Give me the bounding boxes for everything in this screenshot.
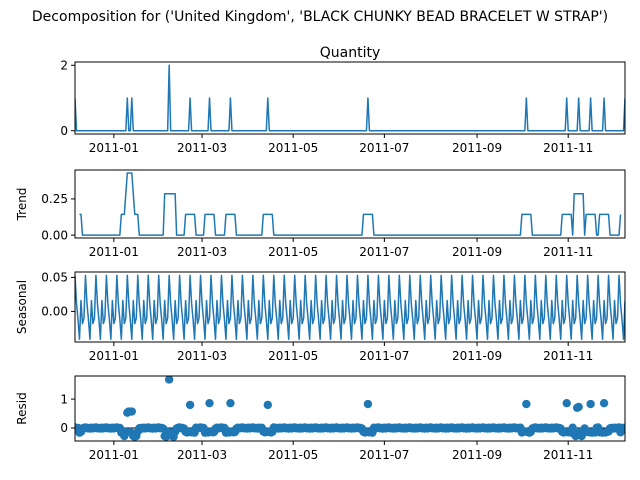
observed-ytick-label: 0 [60, 124, 68, 138]
resid-point [363, 399, 373, 409]
observed-axes-frame [74, 61, 626, 135]
seasonal-ytick-label: 0.00 [41, 305, 68, 319]
trend-axes-frame [74, 169, 626, 239]
resid-axes-frame [74, 375, 626, 442]
resid-point [164, 376, 174, 384]
resid-xtick-label: 2011-01 [89, 448, 139, 462]
resid-point [620, 423, 625, 432]
trend-series-line [79, 172, 622, 236]
resid-point [586, 399, 595, 409]
trend-xtick-label: 2011-11 [543, 245, 593, 259]
trend-xtick-label: 2011-03 [177, 245, 227, 259]
trend-xtick-label: 2011-05 [268, 245, 318, 259]
observed-ytick-label: 2 [60, 58, 68, 72]
observed-panel-title: Quantity [320, 45, 381, 61]
resid-point [522, 399, 531, 409]
seasonal-xtick-label: 2011-11 [543, 349, 593, 363]
resid-xtick-label: 2011-07 [359, 448, 409, 462]
resid-point [263, 400, 272, 410]
panels: 0 2 2011-01 2011-03 2011-05 2011-07 2011-09 201… [15, 58, 626, 462]
figure-title: Decomposition for ('United Kingdom', 'BL… [32, 9, 608, 25]
seasonal-ylabel: Seasonal [15, 280, 29, 334]
resid-point [226, 398, 235, 408]
resid-point [562, 398, 571, 408]
resid-point [185, 400, 195, 410]
resid-ytick-label: 0 [60, 421, 68, 435]
seasonal-xtick-label: 2011-07 [359, 349, 409, 363]
resid-point [205, 398, 214, 408]
seasonal-ytick-label: 0.05 [41, 271, 68, 285]
observed-panel: 0 2 2011-01 2011-03 2011-05 2011-07 2011-09 201… [60, 58, 626, 155]
seasonal-xtick-label: 2011-05 [268, 349, 318, 363]
seasonal-xtick-label: 2011-09 [452, 349, 502, 363]
trend-xtick-label: 2011-01 [89, 245, 139, 259]
resid-ytick-label: 1 [60, 392, 68, 406]
resid-xtick-label: 2011-03 [177, 448, 227, 462]
observed-xtick-label: 2011-05 [268, 141, 318, 155]
resid-xtick-label: 2011-11 [543, 448, 593, 462]
trend-ylabel: Trend [15, 188, 29, 222]
observed-xtick-label: 2011-09 [452, 141, 502, 155]
observed-series-line [75, 64, 625, 132]
trend-ytick-label: 0.00 [41, 228, 68, 242]
seasonal-xtick-label: 2011-03 [177, 349, 227, 363]
seasonal-xtick-label: 2011-01 [89, 349, 139, 363]
trend-panel: 0.00 0.25 Trend 2011-01 2011-03 2011-05 2011-0… [15, 169, 626, 259]
seasonal-series-line [75, 274, 625, 341]
resid-point [599, 398, 609, 408]
observed-xtick-label: 2011-07 [359, 141, 409, 155]
resid-points [75, 376, 625, 441]
trend-ytick-label: 0.25 [41, 192, 68, 206]
observed-xtick-label: 2011-11 [543, 141, 593, 155]
seasonal-axes-frame [74, 271, 626, 343]
trend-xtick-label: 2011-09 [452, 245, 502, 259]
observed-xtick-label: 2011-01 [89, 141, 139, 155]
trend-xtick-label: 2011-07 [359, 245, 409, 259]
seasonal-panel: 0.00 0.05 Seasonal 2011-01 2011-03 2011-05 201… [15, 271, 626, 363]
resid-xtick-label: 2011-05 [268, 448, 318, 462]
resid-point [574, 402, 583, 412]
resid-xtick-label: 2011-09 [452, 448, 502, 462]
resid-panel: 0 1 Resid 2011-01 2011-03 2011-05 2011-07 2011-… [15, 375, 626, 462]
resid-ylabel: Resid [15, 392, 29, 424]
resid-point [127, 407, 136, 416]
observed-xtick-label: 2011-03 [177, 141, 227, 155]
